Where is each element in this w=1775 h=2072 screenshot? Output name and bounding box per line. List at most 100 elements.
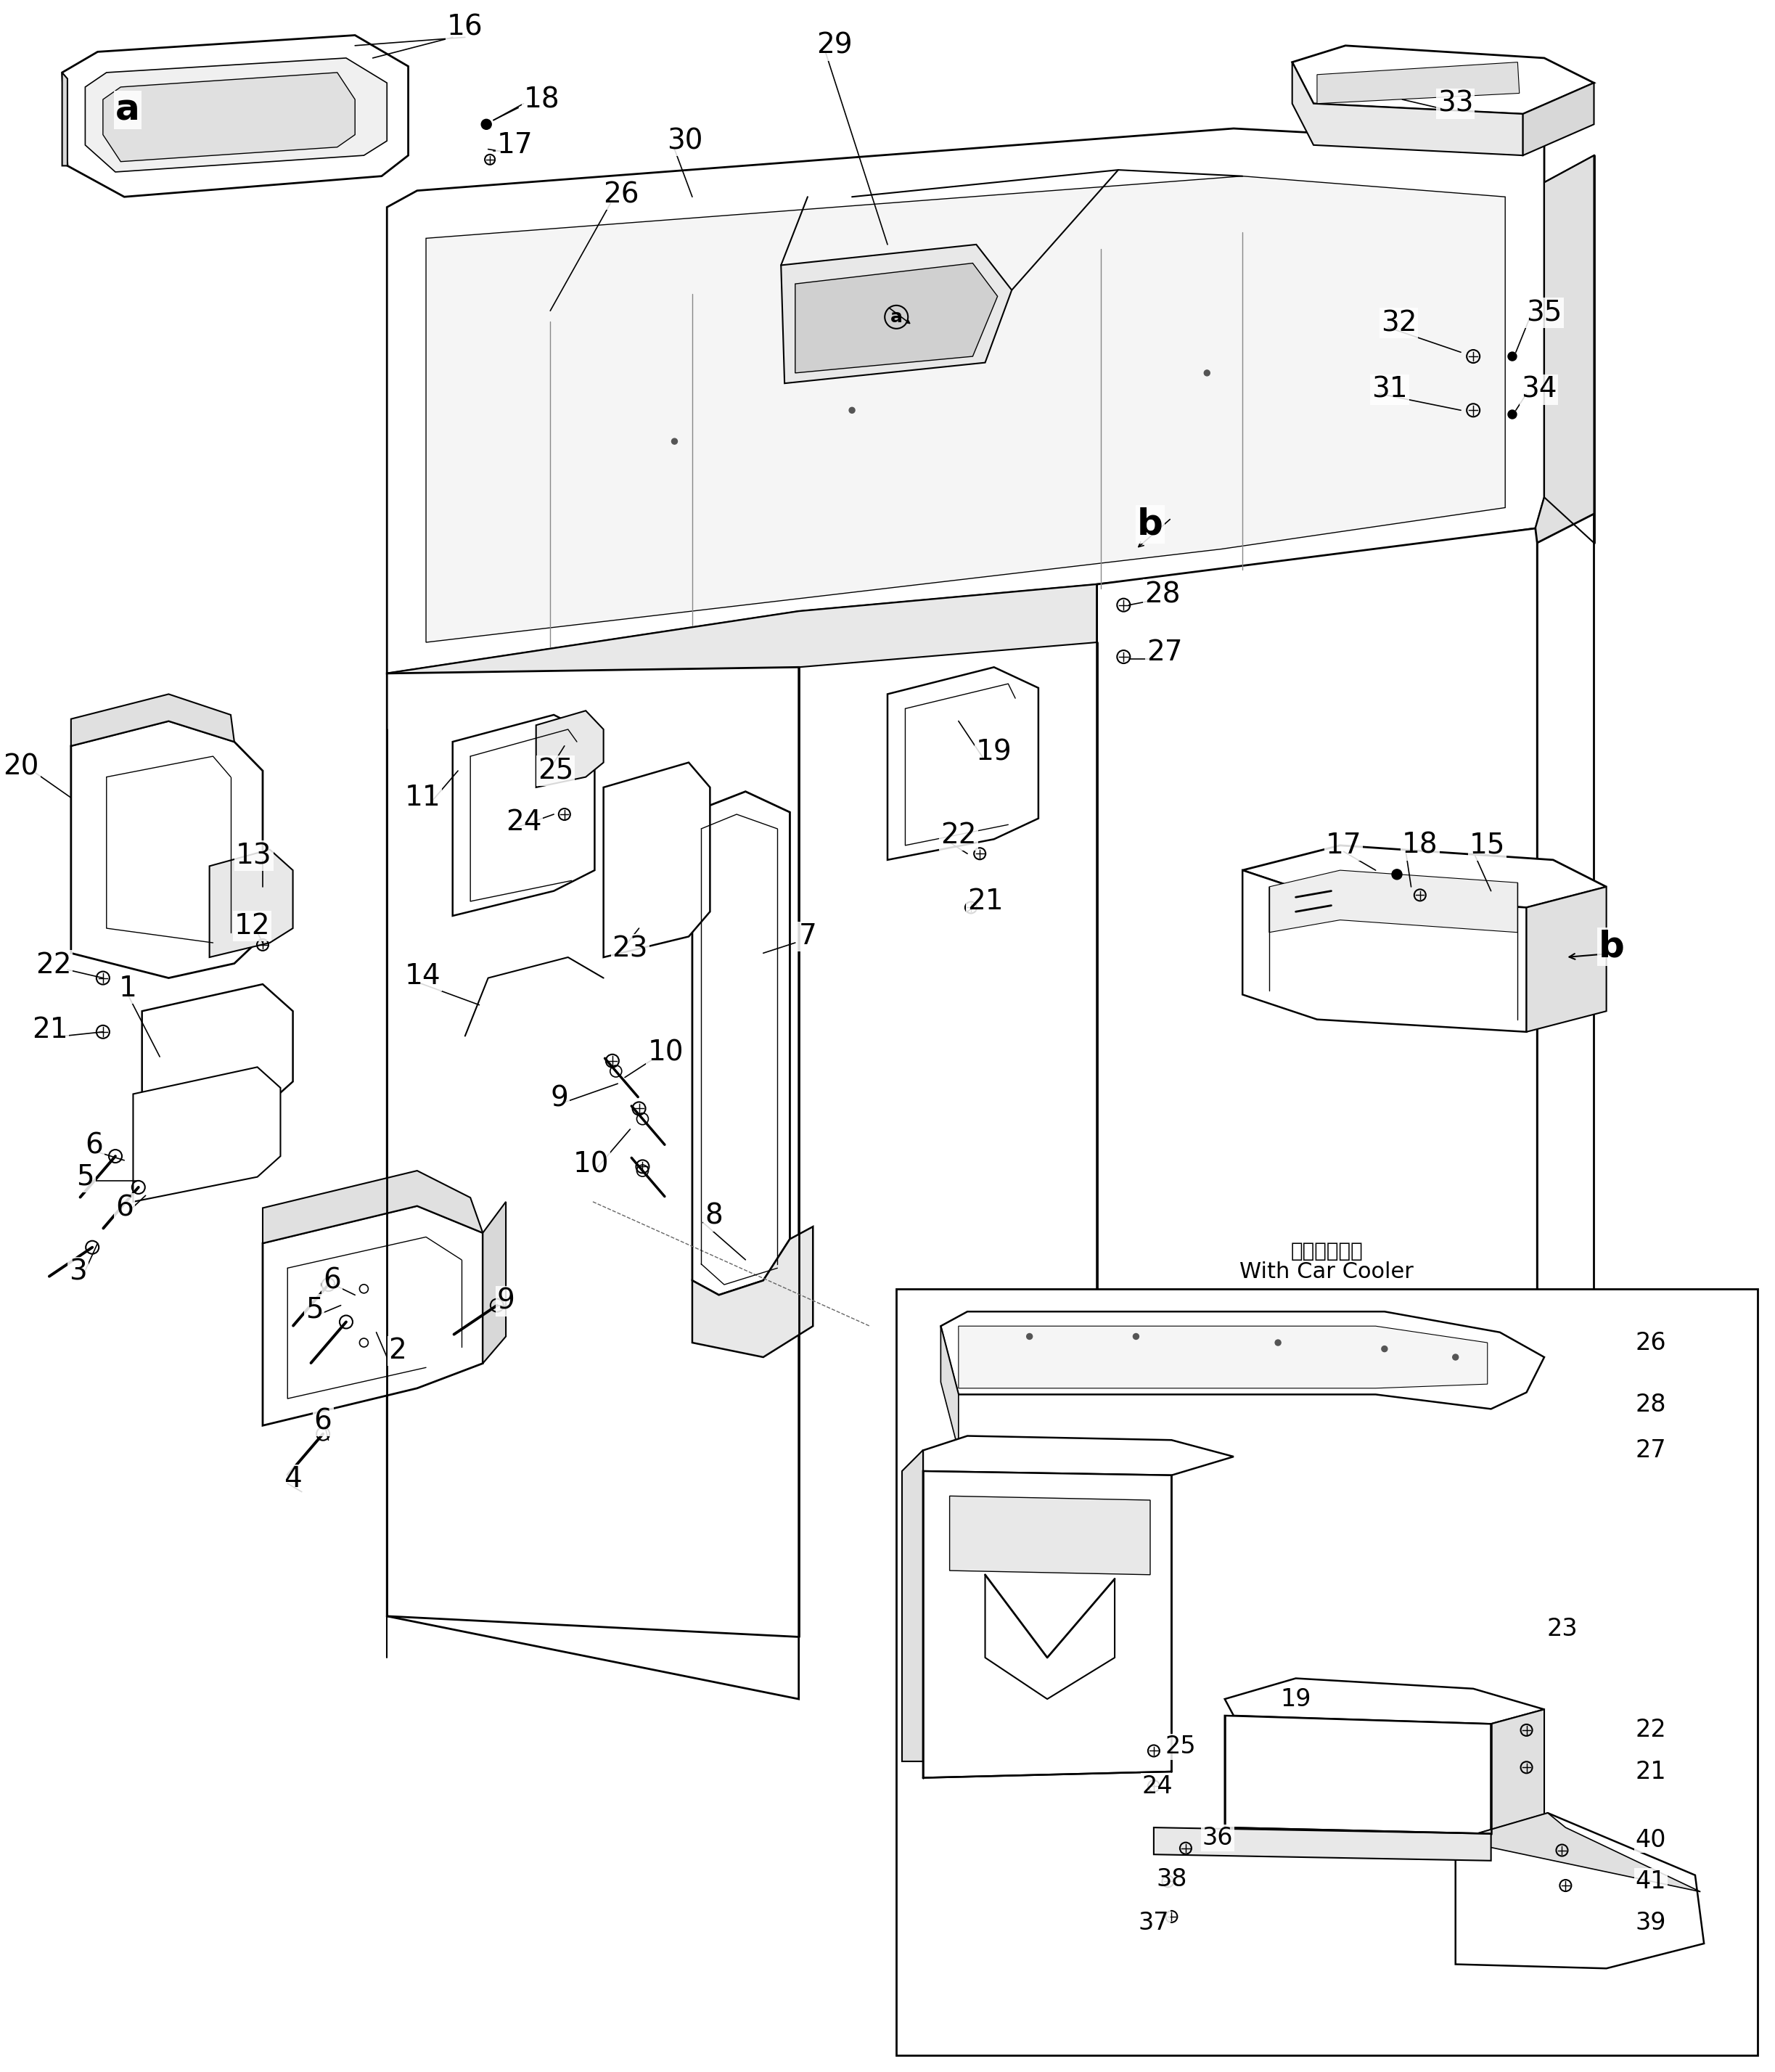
Polygon shape: [71, 694, 234, 746]
Text: 10: 10: [573, 1150, 609, 1179]
Polygon shape: [1154, 1828, 1491, 1861]
Text: 6: 6: [85, 1131, 103, 1160]
Polygon shape: [941, 1312, 1544, 1409]
Polygon shape: [103, 73, 355, 162]
Text: 1: 1: [119, 974, 137, 1003]
Text: 23: 23: [1546, 1616, 1578, 1641]
Text: 2: 2: [389, 1336, 406, 1365]
Text: 29: 29: [816, 31, 852, 60]
Polygon shape: [263, 1206, 483, 1426]
Circle shape: [848, 408, 856, 412]
Text: 9: 9: [550, 1084, 568, 1113]
Polygon shape: [62, 35, 408, 197]
Circle shape: [1392, 870, 1402, 879]
Polygon shape: [85, 58, 387, 172]
Text: 24: 24: [1141, 1774, 1173, 1798]
Text: 25: 25: [538, 756, 573, 785]
Polygon shape: [1523, 83, 1594, 155]
Text: 5: 5: [76, 1162, 94, 1191]
Text: 21: 21: [32, 1015, 67, 1044]
Polygon shape: [209, 850, 293, 957]
Text: 17: 17: [1326, 831, 1361, 860]
Polygon shape: [426, 176, 1505, 642]
Polygon shape: [387, 667, 799, 1699]
Polygon shape: [923, 1471, 1172, 1778]
Text: 16: 16: [447, 12, 483, 41]
Text: a: a: [891, 309, 902, 325]
Polygon shape: [1526, 887, 1606, 1032]
Polygon shape: [781, 244, 1012, 383]
Polygon shape: [692, 1227, 813, 1357]
Text: 38: 38: [1156, 1867, 1187, 1892]
Text: 28: 28: [1145, 580, 1180, 609]
Circle shape: [671, 439, 678, 443]
Text: a: a: [115, 93, 140, 126]
Circle shape: [1132, 1334, 1140, 1339]
Polygon shape: [1225, 1716, 1491, 1834]
Text: 27: 27: [1635, 1438, 1667, 1463]
Polygon shape: [941, 1326, 958, 1450]
Text: 3: 3: [69, 1258, 87, 1287]
Polygon shape: [1537, 514, 1594, 1461]
Polygon shape: [1491, 1709, 1544, 1834]
Text: 40: 40: [1635, 1828, 1667, 1852]
Polygon shape: [1242, 870, 1526, 1032]
Text: 4: 4: [284, 1465, 302, 1494]
Text: 17: 17: [497, 131, 532, 160]
Text: 6: 6: [115, 1193, 133, 1222]
Text: 18: 18: [1402, 831, 1438, 860]
Polygon shape: [692, 792, 790, 1295]
Polygon shape: [453, 715, 595, 916]
Polygon shape: [1367, 1368, 1544, 1533]
Text: 8: 8: [705, 1202, 722, 1231]
Text: 15: 15: [1470, 831, 1505, 860]
Circle shape: [1274, 1341, 1282, 1345]
Polygon shape: [142, 984, 293, 1135]
Text: 35: 35: [1526, 298, 1562, 327]
Text: 34: 34: [1521, 375, 1557, 404]
Text: 22: 22: [941, 821, 976, 850]
Text: 13: 13: [236, 841, 272, 870]
Polygon shape: [1097, 528, 1537, 1513]
Text: 6: 6: [323, 1266, 341, 1295]
Text: 36: 36: [1202, 1825, 1234, 1850]
Polygon shape: [387, 584, 1097, 729]
Text: 19: 19: [976, 738, 1012, 767]
Polygon shape: [1535, 155, 1594, 580]
Text: 22: 22: [1635, 1718, 1667, 1743]
Polygon shape: [536, 711, 604, 787]
Polygon shape: [950, 1496, 1150, 1575]
Text: 7: 7: [799, 922, 816, 951]
Circle shape: [1203, 371, 1211, 375]
Text: 33: 33: [1438, 89, 1473, 118]
Text: 41: 41: [1635, 1869, 1667, 1894]
Text: 21: 21: [1635, 1759, 1667, 1784]
Text: 6: 6: [314, 1407, 332, 1436]
Text: 31: 31: [1372, 375, 1408, 404]
Polygon shape: [1225, 1678, 1544, 1724]
Text: 20: 20: [4, 752, 39, 781]
Text: 39: 39: [1635, 1910, 1667, 1935]
Circle shape: [1509, 410, 1516, 419]
Text: 27: 27: [1147, 638, 1182, 667]
Circle shape: [1026, 1334, 1033, 1339]
Text: 37: 37: [1138, 1910, 1170, 1935]
Polygon shape: [1317, 62, 1519, 104]
Circle shape: [481, 120, 492, 128]
Text: 9: 9: [497, 1287, 515, 1316]
Polygon shape: [1292, 62, 1523, 155]
Circle shape: [1452, 1355, 1459, 1359]
Polygon shape: [387, 128, 1544, 673]
Polygon shape: [604, 762, 710, 957]
Polygon shape: [1455, 1813, 1704, 1968]
Text: 18: 18: [524, 85, 559, 114]
Circle shape: [1509, 352, 1516, 361]
Polygon shape: [1455, 1813, 1700, 1892]
Polygon shape: [902, 1450, 923, 1761]
Text: With Car Cooler: With Car Cooler: [1239, 1262, 1415, 1283]
Polygon shape: [1242, 845, 1606, 908]
Text: 23: 23: [612, 934, 648, 963]
Text: 10: 10: [648, 1038, 683, 1067]
Bar: [896, 1289, 1757, 2055]
Text: 24: 24: [506, 808, 541, 837]
